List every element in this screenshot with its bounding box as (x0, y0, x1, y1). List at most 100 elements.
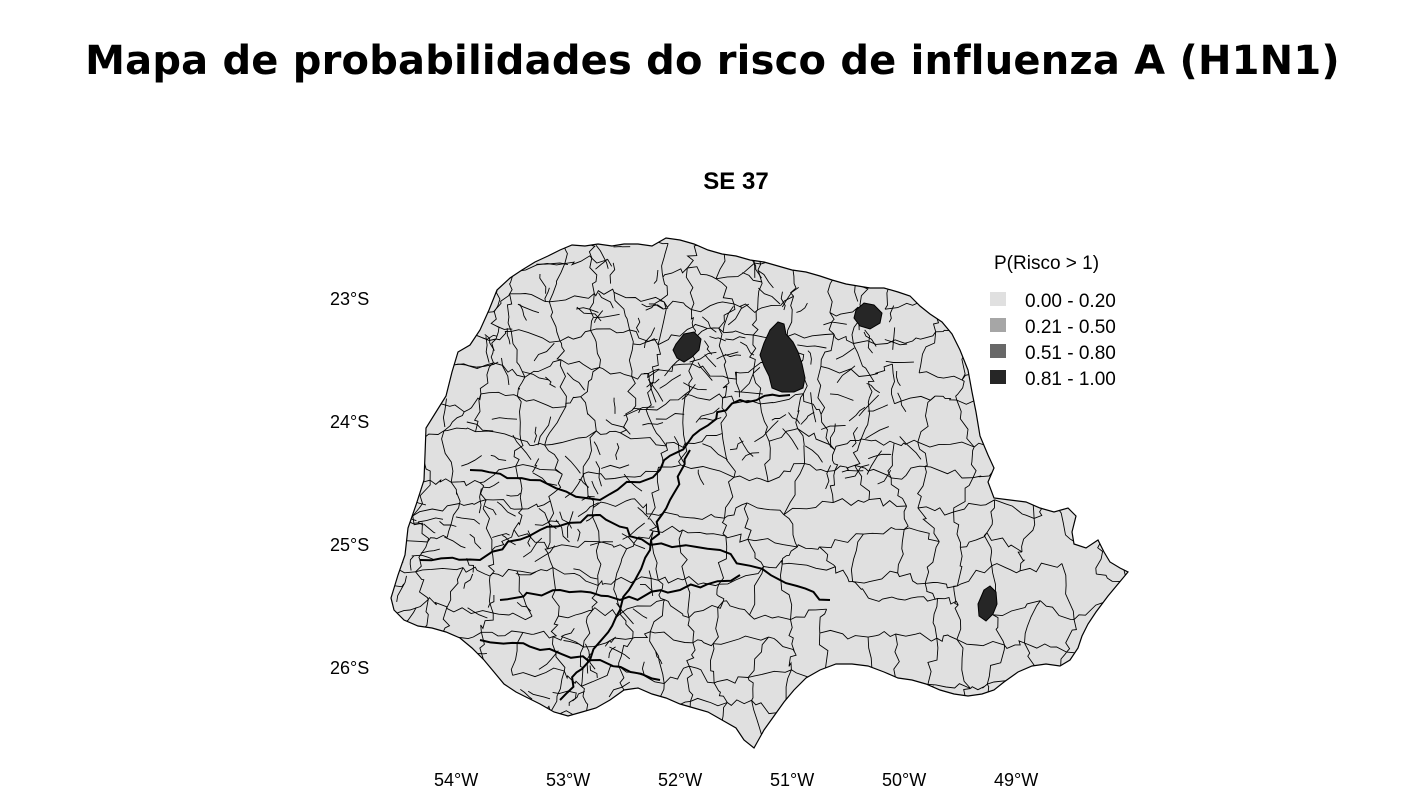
municipality-border (747, 539, 764, 567)
municipality-border (727, 303, 750, 326)
municipality-border (378, 639, 389, 671)
municipality-border (469, 533, 482, 550)
municipality-border (1169, 476, 1197, 482)
municipality-border (577, 528, 581, 542)
municipality-border (1166, 292, 1174, 344)
municipality-border (589, 257, 598, 294)
municipality-border (1173, 541, 1180, 570)
municipality-border (863, 526, 905, 535)
municipality-border (458, 238, 464, 264)
municipality-border (1053, 479, 1063, 501)
legend-label: 0.00 - 0.20 (1025, 291, 1116, 312)
municipality-border (604, 636, 616, 647)
municipality-border (582, 473, 594, 508)
municipality-border (733, 475, 769, 483)
municipality-border (1191, 299, 1198, 330)
municipality-border (802, 393, 822, 415)
municipality-border (868, 375, 875, 399)
municipality-border (391, 393, 419, 402)
municipality-border (1058, 449, 1069, 480)
municipality-border (595, 245, 609, 269)
municipality-border (491, 417, 518, 420)
municipality-border (1177, 365, 1207, 383)
municipality-border (1176, 672, 1209, 677)
municipality-border (410, 521, 424, 526)
municipality-border (663, 300, 692, 310)
municipality-border (657, 301, 667, 345)
municipality-border (884, 339, 908, 346)
municipality-border (608, 681, 631, 698)
municipality-border (1160, 769, 1199, 787)
municipality-border (601, 464, 630, 469)
municipality-border (852, 581, 869, 599)
municipality-border (475, 430, 521, 441)
municipality-border (923, 260, 965, 272)
state-outline (390, 237, 1129, 749)
municipality-border (582, 430, 597, 474)
municipality-border (937, 597, 959, 606)
municipality-border (683, 382, 707, 391)
municipality-border (828, 239, 838, 271)
municipality-border (1171, 365, 1177, 412)
municipality-border (565, 396, 581, 407)
municipality-border (517, 395, 522, 440)
municipality-border (594, 310, 604, 323)
municipality-border (375, 566, 384, 618)
municipality-border (563, 670, 582, 687)
legend-label: 0.51 - 0.80 (1025, 343, 1116, 364)
municipality-border (897, 572, 926, 585)
municipality-border (783, 514, 798, 548)
municipality-border (954, 604, 962, 640)
municipality-border (467, 694, 472, 714)
municipality-border (645, 722, 667, 748)
municipality-border (1130, 709, 1133, 747)
municipality-border (522, 500, 551, 510)
municipality-border (749, 256, 762, 279)
municipality-border (645, 393, 686, 411)
municipality-border (1065, 619, 1077, 653)
municipality-border (391, 262, 411, 278)
municipality-border (658, 579, 665, 601)
municipality-border (513, 529, 549, 550)
municipality-border (608, 646, 616, 659)
municipality-border (764, 441, 771, 482)
municipality-border (1194, 503, 1207, 539)
municipality-border (1139, 630, 1158, 637)
municipality-border (749, 566, 764, 616)
municipality-border (893, 245, 906, 272)
municipality-border (461, 455, 482, 467)
municipality-border (547, 540, 600, 550)
municipality-border (605, 419, 631, 435)
municipality-border (1087, 233, 1138, 236)
municipality-border (593, 441, 601, 456)
municipality-border (727, 699, 752, 706)
municipality-border (415, 567, 464, 573)
municipality-border (423, 365, 445, 375)
municipality-border (829, 686, 836, 719)
municipality-border (513, 439, 524, 467)
municipality-border (1171, 411, 1177, 430)
municipality-border (1054, 393, 1101, 416)
municipality-border (861, 438, 895, 446)
municipality-border (686, 244, 698, 269)
municipality-border (538, 650, 559, 670)
municipality-border (1089, 786, 1143, 794)
municipality-border (954, 710, 973, 748)
municipality-border (1191, 582, 1196, 612)
municipality-border (729, 440, 744, 451)
municipality-border (990, 398, 1026, 409)
municipality-border (1193, 259, 1199, 299)
municipality-border (517, 395, 566, 409)
municipality-border (836, 365, 856, 384)
municipality-border (1177, 539, 1207, 543)
municipality-border (1004, 640, 1025, 649)
municipality-border (544, 287, 550, 302)
municipality-border (631, 407, 647, 414)
municipality-border (713, 635, 769, 645)
municipality-border (391, 365, 392, 402)
municipality-border (661, 243, 669, 278)
municipality-border (779, 238, 794, 270)
municipality-border (1005, 441, 1028, 447)
municipality-border (704, 340, 713, 355)
municipality-border (1103, 503, 1128, 519)
